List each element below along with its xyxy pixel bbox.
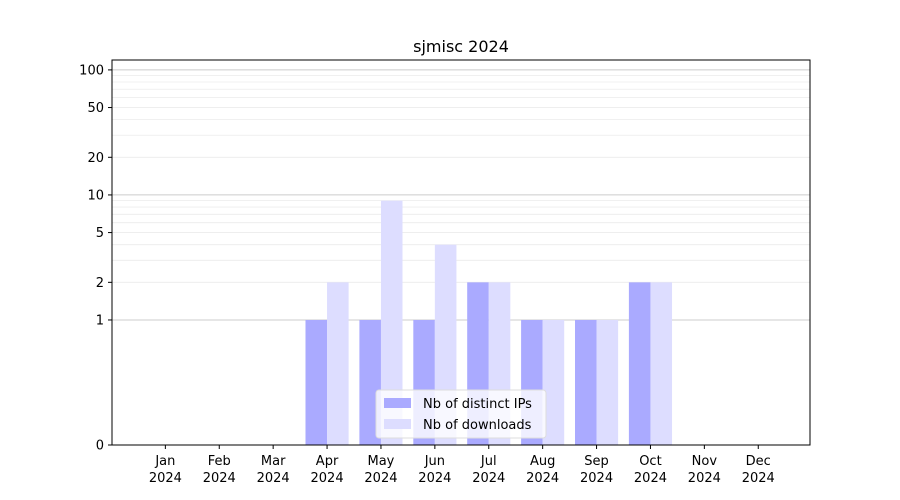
x-tick-label-year: 2024 [580, 471, 613, 486]
legend-label-downloads: Nb of downloads [423, 418, 532, 433]
legend-swatch-downloads [384, 419, 411, 429]
x-tick-label-year: 2024 [526, 471, 559, 486]
x-tick-label-month: May [368, 454, 395, 469]
x-tick-label-month: Sep [584, 454, 609, 469]
bar-downloads [542, 319, 565, 445]
bar-downloads [327, 282, 349, 445]
x-tick-label-year: 2024 [311, 471, 344, 486]
legend: Nb of distinct IPs Nb of downloads [375, 389, 547, 439]
bar-downloads [596, 319, 619, 445]
y-tick-label: 20 [87, 151, 104, 166]
x-axis: Jan 2024 Feb 2024 Mar 2024 Apr 2024 May 2024 Jun 20… [149, 445, 775, 486]
y-tick-label: 0 [96, 439, 104, 454]
x-tick-label-year: 2024 [149, 471, 182, 486]
y-tick-label: 10 [87, 188, 104, 203]
x-tick-label-month: Nov [692, 454, 718, 469]
bars [305, 200, 673, 445]
plot-frame [111, 59, 811, 446]
bar-ips [628, 282, 651, 445]
bar-downloads [380, 200, 403, 445]
x-tick-label-year: 2024 [472, 471, 505, 486]
grid [112, 69, 810, 321]
x-tick-label-year: 2024 [364, 471, 397, 486]
x-tick-label-month: Dec [746, 454, 771, 469]
y-axis: 0 1 2 5 10 20 50 100 [79, 63, 112, 454]
x-tick-label-month: Jul [480, 454, 497, 469]
x-tick-label-year: 2024 [688, 471, 721, 486]
x-tick-label-month: Aug [530, 454, 555, 469]
y-tick-label: 50 [87, 101, 104, 116]
y-tick-label: 100 [79, 63, 104, 78]
legend-box [375, 389, 547, 439]
x-tick-label-year: 2024 [418, 471, 451, 486]
x-tick-label-month: Jun [424, 454, 445, 469]
y-tick-label: 2 [96, 276, 104, 291]
bar-downloads [650, 282, 673, 445]
x-tick-label-year: 2024 [634, 471, 667, 486]
x-tick-label-year: 2024 [257, 471, 290, 486]
x-tick-label-year: 2024 [203, 471, 236, 486]
bar-ips [305, 319, 328, 445]
chart-title: sjmisc 2024 [413, 37, 509, 56]
x-tick-label-month: Oct [639, 454, 661, 469]
x-tick-label-month: Mar [261, 454, 286, 469]
bar-ips [574, 319, 597, 445]
y-tick-label: 5 [96, 226, 104, 241]
x-tick-label-month: Apr [316, 454, 339, 469]
x-tick-label-year: 2024 [742, 471, 775, 486]
y-tick-label: 1 [96, 313, 104, 328]
legend-label-ips: Nb of distinct IPs [423, 397, 532, 412]
legend-swatch-ips [384, 398, 411, 408]
x-tick-label-month: Jan [154, 454, 175, 469]
x-tick-label-month: Feb [208, 454, 231, 469]
